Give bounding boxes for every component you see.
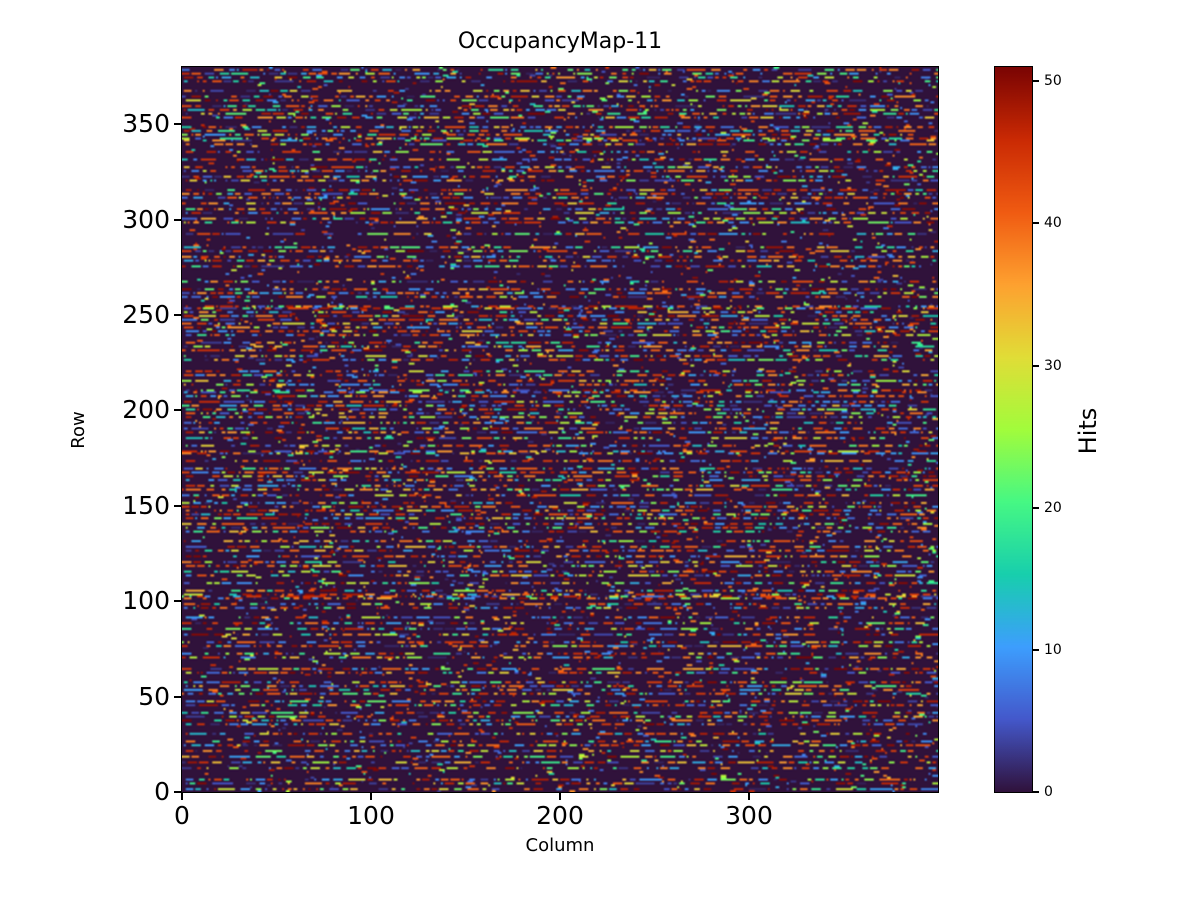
colorbar	[994, 66, 1033, 793]
x-axis-label: Column	[525, 835, 595, 856]
y-tick-mark	[174, 600, 181, 603]
colorbar-tick-label: 40	[1044, 215, 1062, 232]
y-axis-label: Row	[68, 411, 89, 449]
colorbar-tick-mark	[1033, 80, 1039, 83]
colorbar-label: Hits	[1074, 407, 1102, 455]
chart-title: OccupancyMap-11	[457, 29, 663, 54]
heatmap-plot-area	[181, 66, 939, 793]
x-tick-mark	[181, 793, 183, 800]
x-tick-label: 100	[347, 801, 395, 830]
x-tick-mark	[370, 793, 372, 800]
y-tick-label: 250	[122, 300, 170, 330]
colorbar-tick-mark	[1033, 364, 1039, 367]
y-tick-mark	[174, 314, 181, 317]
y-tick-mark	[174, 409, 181, 412]
colorbar-tick-label: 50	[1044, 73, 1062, 90]
x-tick-label: 200	[536, 801, 584, 830]
y-tick-mark	[174, 791, 181, 793]
y-tick-label: 300	[122, 204, 170, 234]
y-tick-label: 350	[122, 109, 170, 139]
colorbar-tick-mark	[1033, 222, 1039, 225]
y-tick-label: 100	[122, 586, 170, 616]
y-tick-mark	[174, 218, 181, 221]
y-tick-mark	[174, 695, 181, 698]
x-tick-mark	[748, 793, 750, 800]
y-tick-label: 200	[122, 395, 170, 425]
colorbar-tick-label: 30	[1044, 357, 1062, 374]
x-tick-mark	[559, 793, 561, 800]
colorbar-tick-mark	[1033, 648, 1039, 651]
y-tick-mark	[174, 123, 181, 126]
colorbar-tick-label: 10	[1044, 641, 1062, 658]
x-tick-label: 0	[174, 801, 190, 830]
y-tick-label: 50	[138, 681, 170, 711]
y-tick-label: 150	[122, 490, 170, 520]
colorbar-tick-mark	[1033, 791, 1039, 793]
y-tick-mark	[174, 504, 181, 507]
colorbar-tick-label: 0	[1044, 784, 1053, 800]
colorbar-tick-mark	[1033, 506, 1039, 509]
x-tick-label: 300	[725, 801, 773, 830]
y-tick-label: 0	[154, 777, 170, 806]
colorbar-tick-label: 20	[1044, 499, 1062, 516]
